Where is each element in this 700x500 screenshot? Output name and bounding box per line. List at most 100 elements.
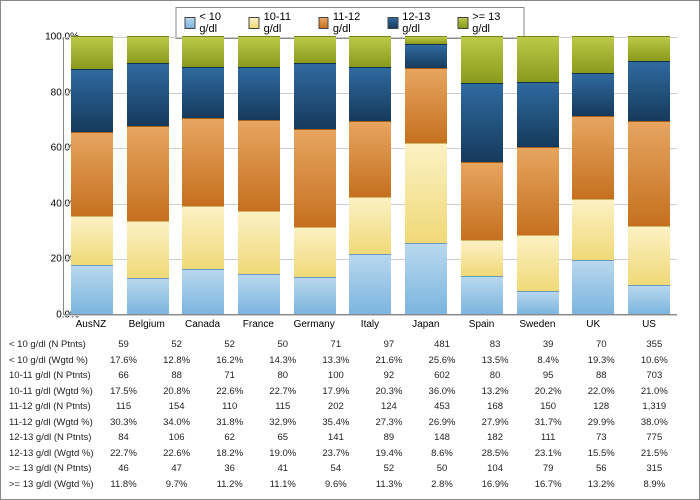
x-tick-label: AusNZ bbox=[70, 319, 112, 330]
bar-segment bbox=[238, 67, 280, 120]
table-cell: 28.5% bbox=[474, 448, 516, 459]
table-cell: 115 bbox=[103, 401, 145, 412]
table-cell: 41 bbox=[262, 463, 304, 474]
table-cell: 80 bbox=[262, 370, 304, 381]
bar-segment bbox=[405, 243, 447, 314]
grid-line bbox=[64, 315, 677, 316]
bar-segment bbox=[461, 162, 503, 240]
table-cell: 22.0% bbox=[580, 386, 622, 397]
table-cell: 141 bbox=[315, 432, 357, 443]
chart-container: { "chart": { "type": "stacked-bar-100", … bbox=[0, 0, 700, 500]
bar-segment bbox=[628, 121, 670, 227]
table-cell: 18.2% bbox=[209, 448, 251, 459]
table-cell: 16.7% bbox=[527, 479, 569, 490]
table-cell: 481 bbox=[421, 339, 463, 350]
row-label: 11-12 g/dl (Wgtd %) bbox=[7, 417, 111, 428]
legend-item: 12-13 g/dl bbox=[387, 11, 445, 35]
bar-segment bbox=[405, 36, 447, 44]
table-cell: 92 bbox=[368, 370, 410, 381]
table-cell: 154 bbox=[156, 401, 198, 412]
table-cell: 88 bbox=[580, 370, 622, 381]
x-tick-label: Japan bbox=[405, 319, 447, 330]
table-cell: 59 bbox=[103, 339, 145, 350]
row-cells: 17.6%12.8%16.2%14.3%13.3%21.6%25.6%13.5%… bbox=[97, 355, 681, 366]
table-cell: 100 bbox=[315, 370, 357, 381]
bar-segment bbox=[294, 63, 336, 129]
row-label: < 10 g/dl (N Ptnts) bbox=[7, 339, 111, 350]
x-tick-label: Canada bbox=[182, 319, 224, 330]
table-cell: 110 bbox=[209, 401, 251, 412]
bar-segment bbox=[628, 36, 670, 61]
legend-item: 10-11 g/dl bbox=[249, 11, 306, 35]
bar-column bbox=[71, 36, 113, 314]
table-cell: 150 bbox=[527, 401, 569, 412]
legend: < 10 g/dl10-11 g/dl11-12 g/dl12-13 g/dl>… bbox=[176, 7, 525, 39]
table-cell: 355 bbox=[633, 339, 675, 350]
bar-segment bbox=[572, 260, 614, 314]
row-label: >= 13 g/dl (Wgtd %) bbox=[7, 479, 111, 490]
bar-segment bbox=[461, 83, 503, 162]
table-cell: 20.2% bbox=[527, 386, 569, 397]
table-cell: 17.5% bbox=[103, 386, 145, 397]
bar-segment bbox=[572, 36, 614, 73]
table-cell: 10.6% bbox=[633, 355, 675, 366]
row-label: 10-11 g/dl (Wgtd %) bbox=[7, 386, 111, 397]
bar-segment bbox=[294, 227, 336, 277]
data-table: < 10 g/dl (N Ptnts)595252507197481833970… bbox=[7, 337, 695, 492]
bar-segment bbox=[294, 277, 336, 314]
x-tick-label: Belgium bbox=[126, 319, 168, 330]
bar-segment bbox=[71, 216, 113, 265]
legend-label: < 10 g/dl bbox=[199, 11, 236, 35]
table-cell: 47 bbox=[156, 463, 198, 474]
table-cell: 115 bbox=[262, 401, 304, 412]
table-cell: 23.1% bbox=[527, 448, 569, 459]
bar-segment bbox=[349, 197, 391, 253]
table-cell: 22.7% bbox=[103, 448, 145, 459]
bar-segment bbox=[572, 199, 614, 260]
table-cell: 31.8% bbox=[209, 417, 251, 428]
bar-segment bbox=[294, 36, 336, 63]
bar-segment bbox=[517, 82, 559, 146]
bar-segment bbox=[461, 36, 503, 83]
table-cell: 13.5% bbox=[474, 355, 516, 366]
bar-segment bbox=[182, 36, 224, 67]
table-cell: 13.2% bbox=[580, 479, 622, 490]
bar-segment bbox=[127, 278, 169, 314]
legend-item: < 10 g/dl bbox=[185, 11, 237, 35]
bar-column bbox=[628, 36, 670, 314]
table-cell: 21.0% bbox=[633, 386, 675, 397]
row-label: 11-12 g/dl (N Ptnts) bbox=[7, 401, 111, 412]
table-cell: 168 bbox=[474, 401, 516, 412]
table-row: 11-12 g/dl (Wgtd %)30.3%34.0%31.8%32.9%3… bbox=[7, 415, 695, 431]
bar-segment bbox=[294, 129, 336, 228]
legend-item: >= 13 g/dl bbox=[457, 11, 515, 35]
table-cell: 35.4% bbox=[315, 417, 357, 428]
table-cell: 315 bbox=[633, 463, 675, 474]
bar-segment bbox=[182, 206, 224, 269]
bar-group bbox=[64, 37, 677, 314]
row-label: 12-13 g/dl (N Ptnts) bbox=[7, 432, 111, 443]
table-cell: 9.6% bbox=[315, 479, 357, 490]
table-cell: 95 bbox=[527, 370, 569, 381]
bar-segment bbox=[238, 36, 280, 67]
bar-segment bbox=[405, 68, 447, 143]
table-cell: 22.7% bbox=[262, 386, 304, 397]
table-row: < 10 g/dl (Wgtd %)17.6%12.8%16.2%14.3%13… bbox=[7, 353, 695, 369]
table-cell: 8.6% bbox=[421, 448, 463, 459]
bar-segment bbox=[127, 36, 169, 63]
bar-segment bbox=[572, 73, 614, 116]
table-cell: 13.2% bbox=[474, 386, 516, 397]
table-cell: 111 bbox=[527, 432, 569, 443]
bar-segment bbox=[461, 276, 503, 314]
table-cell: 50 bbox=[421, 463, 463, 474]
table-cell: 20.8% bbox=[156, 386, 198, 397]
table-cell: 32.9% bbox=[262, 417, 304, 428]
bar-segment bbox=[127, 221, 169, 279]
bar-column bbox=[461, 36, 503, 314]
table-cell: 11.3% bbox=[368, 479, 410, 490]
table-cell: 89 bbox=[368, 432, 410, 443]
table-cell: 16.2% bbox=[209, 355, 251, 366]
bar-segment bbox=[127, 63, 169, 126]
table-cell: 11.8% bbox=[103, 479, 145, 490]
table-cell: 26.9% bbox=[421, 417, 463, 428]
